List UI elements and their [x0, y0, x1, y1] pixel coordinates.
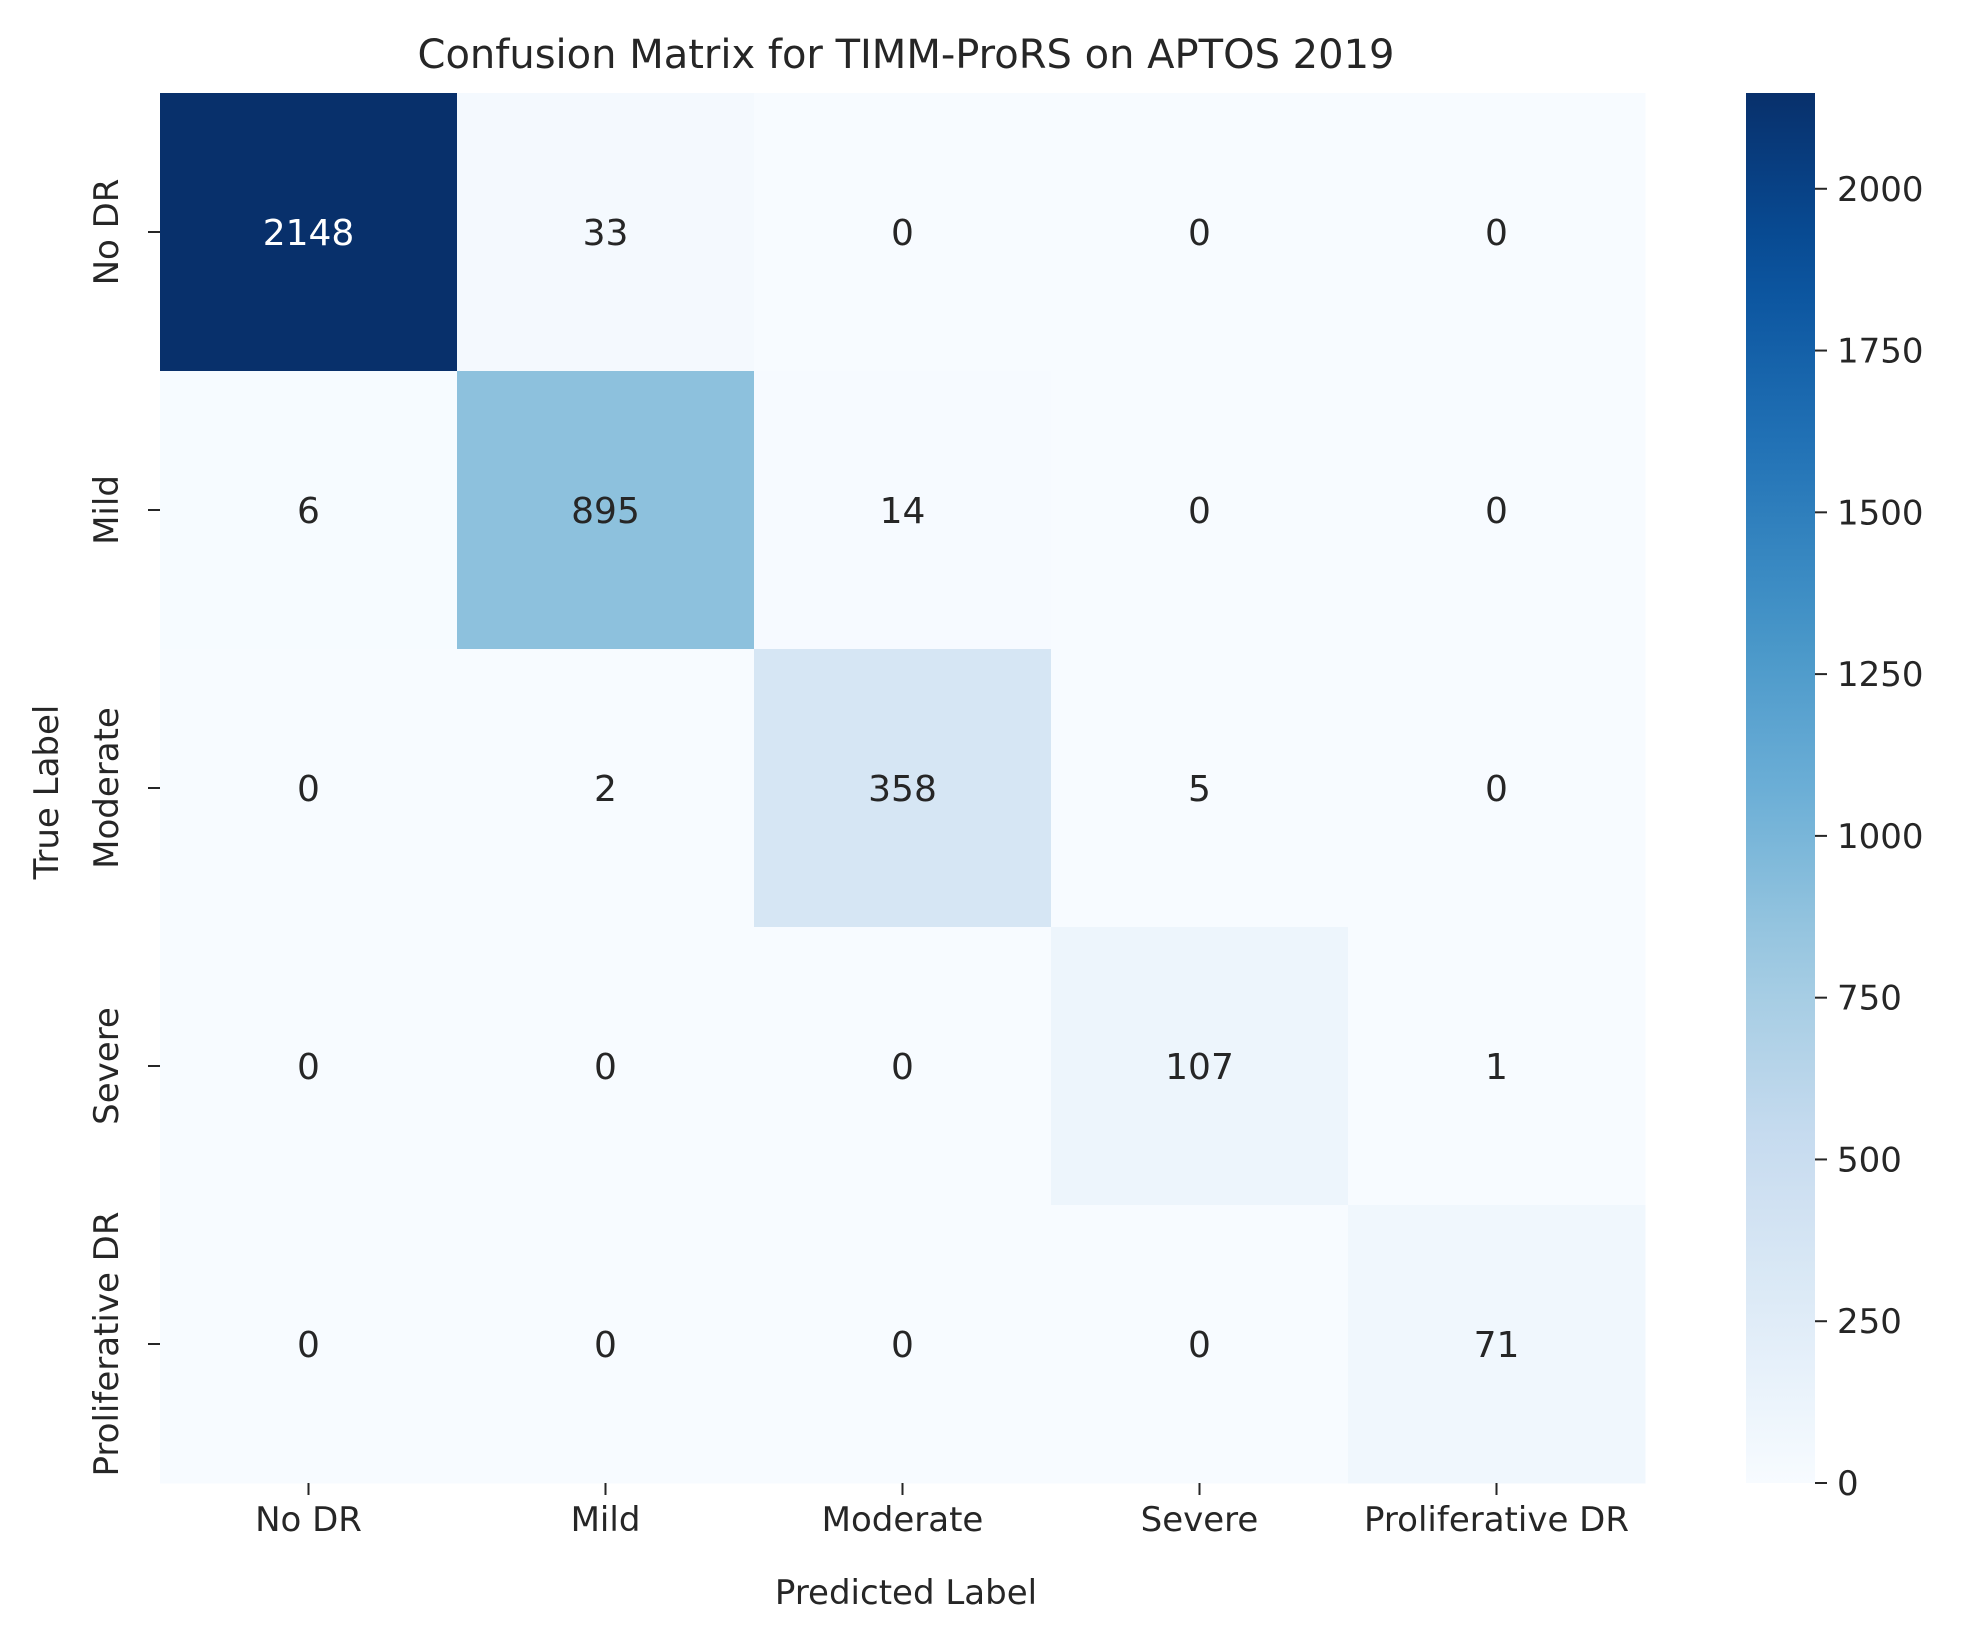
colorbar-tick-label: 0 — [1837, 1464, 1859, 1504]
cell-value-label: 0 — [297, 769, 320, 810]
x-tick-label: No DR — [255, 1500, 362, 1540]
heatmap-cell — [754, 927, 1052, 1206]
heatmap-cell — [160, 927, 458, 1206]
heatmap-cell — [1051, 93, 1349, 372]
cell-value-label: 0 — [1188, 1325, 1211, 1366]
y-tick-label: Mild — [87, 475, 127, 545]
cell-value-label: 0 — [1188, 213, 1211, 254]
heatmap-cell — [1348, 927, 1646, 1206]
colorbar: 0 250 500 750 1000 1250 1500 1750 2000 — [1746, 93, 1924, 1504]
heatmap-cell — [160, 371, 458, 650]
cell-value-label: 0 — [891, 213, 914, 254]
cell-value-label: 0 — [297, 1047, 320, 1088]
colorbar-gradient — [1746, 93, 1815, 1483]
heatmap-cell — [160, 93, 458, 372]
heatmap-cell — [457, 371, 755, 650]
y-tick-label: Severe — [87, 1007, 127, 1125]
cell-value-label: 0 — [891, 1325, 914, 1366]
heatmap-cells — [160, 93, 1646, 1484]
cell-value-label: 5 — [1188, 769, 1211, 810]
x-axis-label: Predicted Label — [775, 1573, 1037, 1613]
heatmap-cell — [1051, 1205, 1349, 1484]
cell-value-label: 107 — [1165, 1047, 1234, 1088]
colorbar-tick-label: 1000 — [1837, 817, 1924, 857]
colorbar-tick-label: 750 — [1837, 979, 1902, 1019]
heatmap-cell — [754, 649, 1052, 928]
heatmap-cell — [457, 927, 755, 1206]
cell-value-label: 0 — [1485, 769, 1508, 810]
heatmap-cell — [1051, 649, 1349, 928]
y-tick-label: Moderate — [87, 707, 127, 869]
heatmap-cell-labels: 2148 33 0 0 0 6 895 14 0 0 0 2 358 5 0 0 0 0 107 1 0 0 0 0 71 — [263, 213, 1520, 1366]
heatmap-cell — [457, 1205, 755, 1484]
cell-value-label: 0 — [1485, 213, 1508, 254]
x-tick-label: Severe — [1141, 1500, 1259, 1540]
heatmap-cell — [1051, 371, 1349, 650]
y-tick-label: No DR — [87, 179, 127, 286]
cell-value-label: 0 — [594, 1047, 617, 1088]
cell-value-label: 0 — [891, 1047, 914, 1088]
heatmap-cell — [457, 649, 755, 928]
heatmap-cell — [1348, 1205, 1646, 1484]
x-tick-label: Proliferative DR — [1364, 1500, 1629, 1540]
y-axis-label: True Label — [27, 705, 67, 881]
colorbar-tick-label: 1750 — [1837, 332, 1924, 372]
cell-value-label: 2 — [594, 769, 617, 810]
cell-value-label: 0 — [1485, 491, 1508, 532]
heatmap-cell — [160, 1205, 458, 1484]
heatmap-cell — [754, 371, 1052, 650]
cell-value-label: 358 — [868, 769, 937, 810]
colorbar-tick-label: 500 — [1837, 1140, 1902, 1180]
x-axis: No DR Mild Moderate Severe Proliferative DR — [255, 1483, 1629, 1540]
heatmap-cell — [160, 649, 458, 928]
colorbar-tick-label: 2000 — [1837, 170, 1924, 210]
cell-value-label: 6 — [297, 491, 320, 532]
y-tick-label: Proliferative DR — [87, 1212, 127, 1477]
heatmap-cell — [754, 1205, 1052, 1484]
colorbar-tick-label: 250 — [1837, 1302, 1902, 1342]
colorbar-tick-label: 1250 — [1837, 655, 1924, 695]
cell-value-label: 2148 — [263, 213, 355, 254]
heatmap-cell — [457, 93, 755, 372]
x-tick-label: Mild — [571, 1500, 641, 1540]
cell-value-label: 71 — [1474, 1325, 1520, 1366]
cell-value-label: 1 — [1485, 1047, 1508, 1088]
cell-value-label: 0 — [594, 1325, 617, 1366]
cell-value-label: 14 — [880, 491, 926, 532]
heatmap-cell — [1348, 371, 1646, 650]
heatmap-cell — [1348, 93, 1646, 372]
heatmap-cell — [1051, 927, 1349, 1206]
y-axis: No DR Mild Moderate Severe Proliferative DR — [87, 179, 160, 1477]
cell-value-label: 895 — [571, 491, 640, 532]
chart-title: Confusion Matrix for TIMM-ProRS on APTOS… — [418, 32, 1395, 78]
heatmap-cell — [1348, 649, 1646, 928]
heatmap-cell — [754, 93, 1052, 372]
cell-value-label: 33 — [583, 213, 629, 254]
cell-value-label: 0 — [297, 1325, 320, 1366]
cell-value-label: 0 — [1188, 491, 1211, 532]
x-tick-label: Moderate — [822, 1500, 984, 1540]
colorbar-tick-label: 1500 — [1837, 493, 1924, 533]
